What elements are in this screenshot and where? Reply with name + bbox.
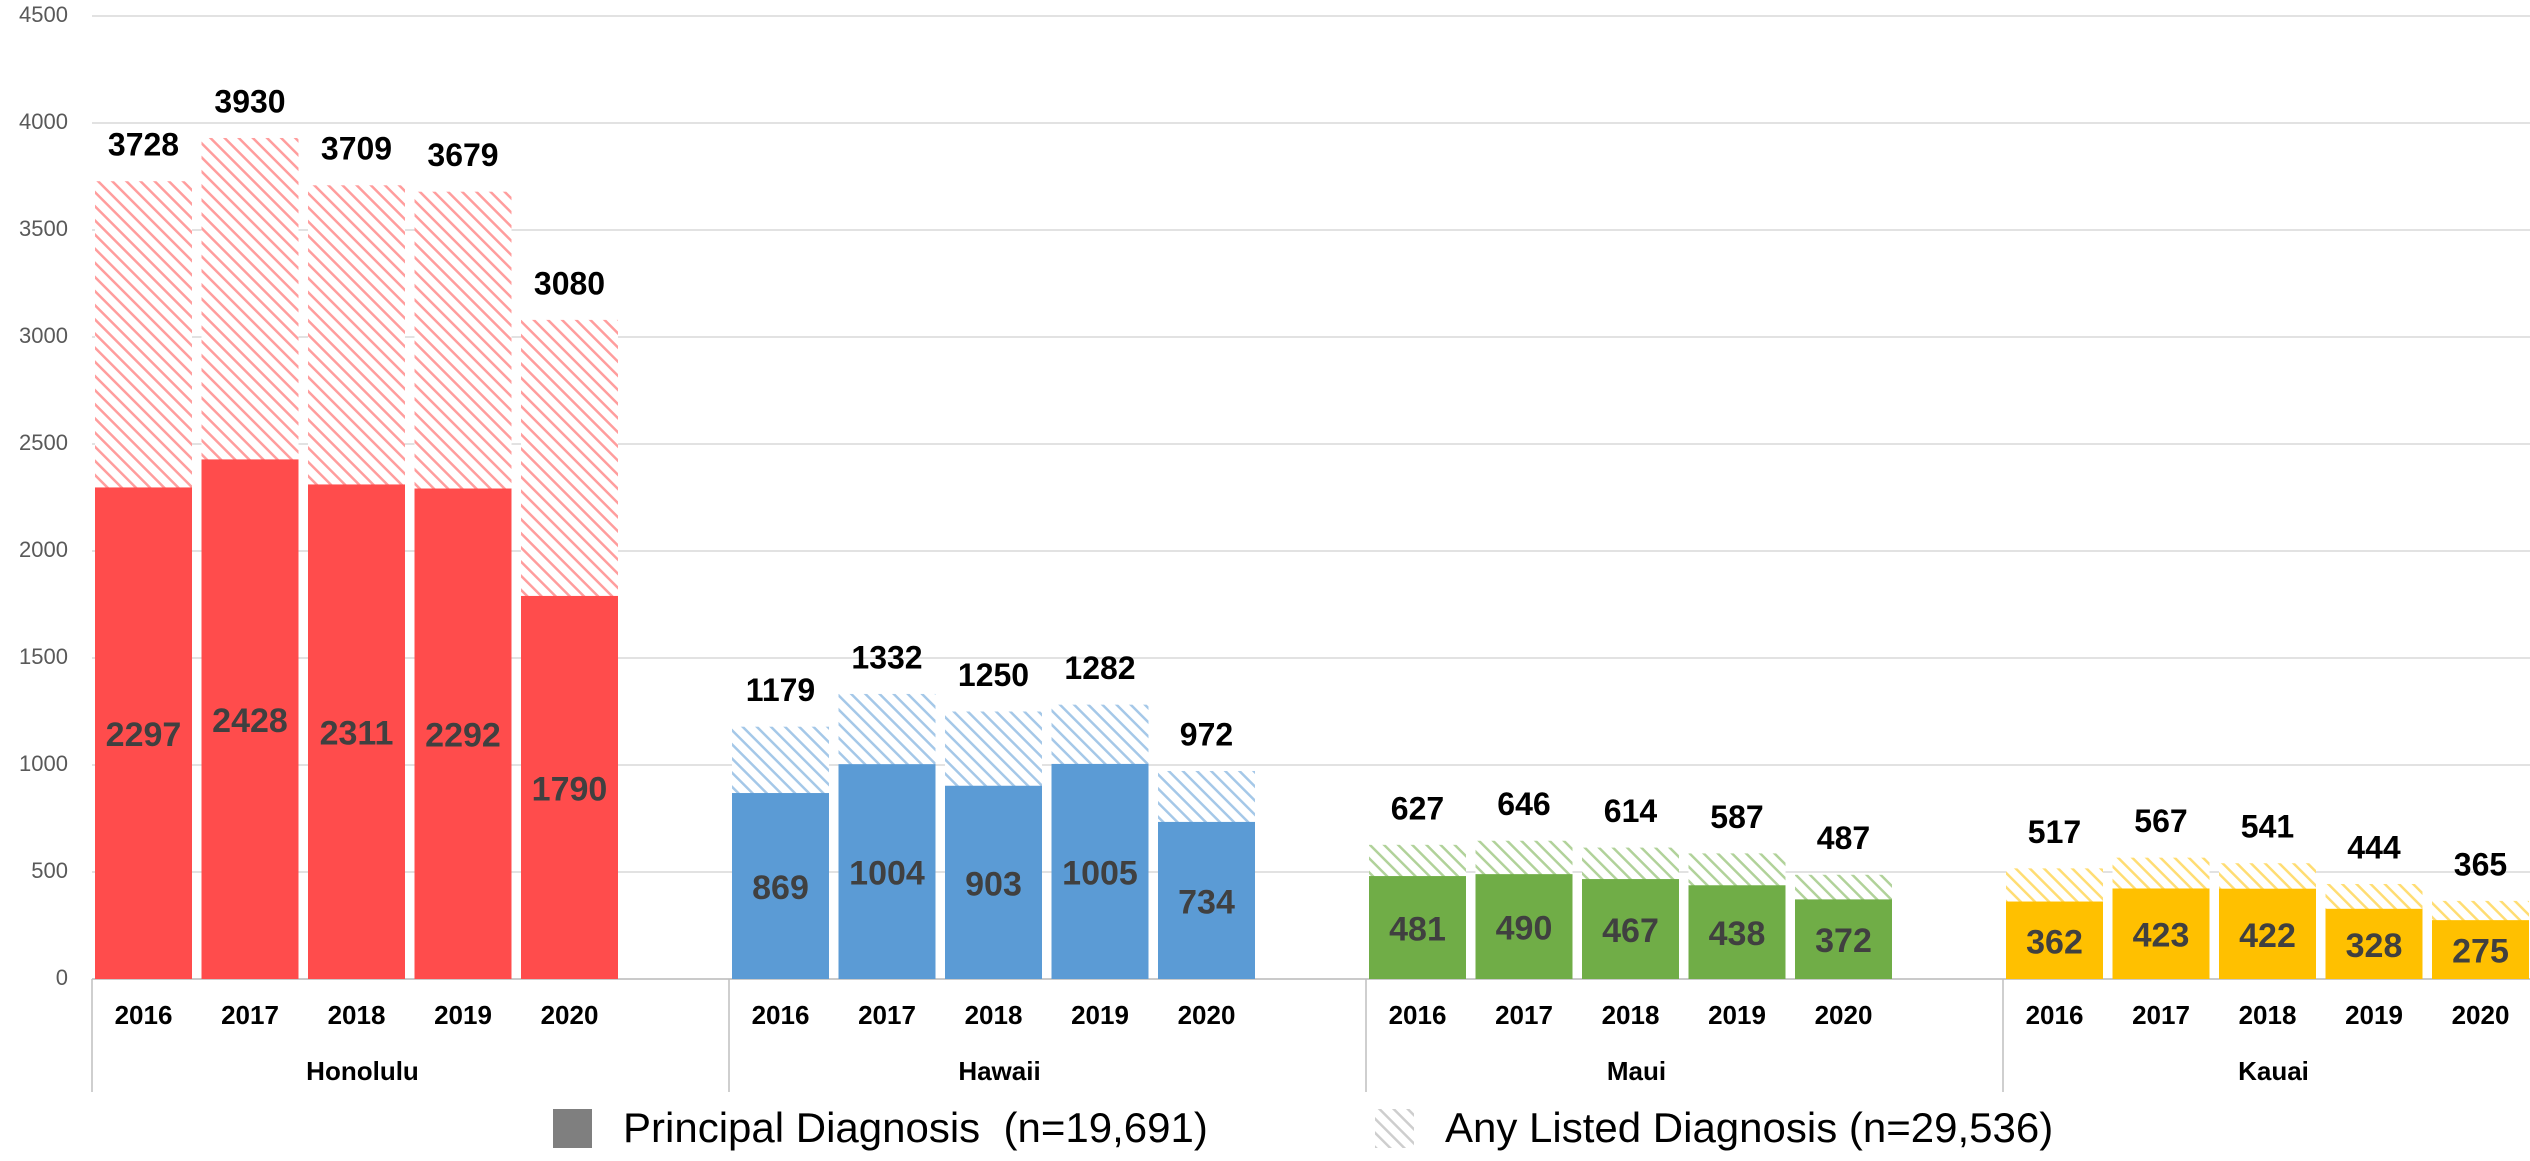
legend-label: Principal Diagnosis (n=19,691)	[623, 1104, 1208, 1151]
principal-label: 423	[2133, 917, 2190, 955]
group-label: Honolulu	[306, 1056, 419, 1086]
total-label: 517	[2028, 814, 2081, 850]
total-label: 587	[1710, 799, 1763, 835]
total-label: 614	[1604, 793, 1658, 829]
y-tick-label: 4000	[19, 109, 68, 134]
total-label: 627	[1391, 790, 1444, 826]
y-tick-label: 1500	[19, 644, 68, 669]
total-label: 646	[1497, 786, 1550, 822]
y-tick-label: 1000	[19, 751, 68, 776]
x-tick-label: 2018	[1602, 1000, 1660, 1030]
x-tick-label: 2020	[541, 1000, 599, 1030]
principal-label: 1005	[1062, 854, 1138, 892]
principal-bar	[308, 484, 405, 979]
x-tick-label: 2020	[1815, 1000, 1873, 1030]
total-label: 1179	[746, 672, 815, 708]
legend-swatch	[553, 1109, 592, 1148]
total-label: 365	[2454, 846, 2507, 882]
total-label: 3080	[534, 265, 605, 301]
y-tick-label: 4500	[19, 2, 68, 27]
x-tick-label: 2019	[1708, 1000, 1766, 1030]
principal-label: 275	[2452, 933, 2509, 971]
group-label: Maui	[1607, 1056, 1666, 1086]
total-label: 1282	[1064, 650, 1135, 686]
total-label: 487	[1817, 820, 1870, 856]
group-label: Hawaii	[958, 1056, 1040, 1086]
principal-bar	[1051, 763, 1149, 979]
x-tick-label: 2019	[2345, 1000, 2403, 1030]
total-label: 3679	[427, 137, 498, 173]
principal-bar	[1369, 876, 1466, 979]
principal-bar	[2006, 901, 2103, 979]
x-tick-label: 2017	[2132, 1000, 2190, 1030]
principal-label: 1790	[532, 770, 608, 808]
principal-bar	[838, 764, 936, 979]
x-tick-label: 2016	[2026, 1000, 2084, 1030]
principal-bar	[95, 487, 192, 979]
principal-bar	[2325, 908, 2423, 979]
principal-label: 734	[1178, 883, 1235, 921]
y-tick-label: 500	[31, 858, 68, 883]
principal-label: 362	[2026, 923, 2083, 961]
principal-label: 2311	[320, 715, 394, 753]
group-label: Kauai	[2238, 1056, 2309, 1086]
total-label: 3728	[108, 127, 179, 163]
principal-label: 422	[2239, 917, 2296, 955]
total-label: 1332	[851, 639, 922, 675]
y-tick-label: 3500	[19, 216, 68, 241]
principal-bar	[1688, 885, 1786, 979]
total-label: 3709	[321, 131, 392, 167]
x-tick-label: 2020	[1178, 1000, 1236, 1030]
principal-bar	[2219, 888, 2316, 979]
total-label: 972	[1180, 716, 1233, 752]
total-label: 1250	[958, 657, 1029, 693]
principal-bar	[414, 488, 512, 979]
principal-bar	[201, 459, 299, 980]
principal-bar	[1158, 821, 1255, 979]
principal-label: 903	[965, 865, 1022, 903]
x-tick-label: 2017	[858, 1000, 916, 1030]
x-tick-label: 2017	[221, 1000, 279, 1030]
legend-swatch	[1375, 1109, 1414, 1148]
x-tick-label: 2018	[2239, 1000, 2297, 1030]
x-tick-label: 2016	[115, 1000, 173, 1030]
principal-label: 328	[2346, 927, 2403, 965]
y-tick-label: 0	[56, 965, 68, 990]
x-tick-label: 2019	[434, 1000, 492, 1030]
principal-label: 2297	[106, 716, 182, 754]
total-label: 541	[2241, 809, 2294, 845]
principal-label: 2428	[212, 702, 288, 740]
principal-label: 481	[1389, 911, 1446, 949]
principal-label: 438	[1709, 915, 1766, 953]
principal-bar	[521, 595, 618, 979]
total-label: 3930	[214, 83, 285, 119]
principal-bar	[1582, 879, 1679, 979]
total-label: 444	[2347, 829, 2401, 865]
x-tick-label: 2017	[1495, 1000, 1553, 1030]
principal-label: 467	[1602, 912, 1659, 950]
x-tick-label: 2018	[328, 1000, 386, 1030]
x-tick-label: 2016	[1389, 1000, 1447, 1030]
principal-bar	[732, 793, 829, 979]
principal-label: 2292	[425, 717, 501, 755]
principal-bar	[1795, 899, 1892, 979]
y-tick-label: 3000	[19, 323, 68, 348]
principal-label: 869	[752, 869, 809, 907]
principal-label: 490	[1496, 910, 1553, 948]
y-tick-label: 2000	[19, 537, 68, 562]
principal-label: 372	[1815, 922, 1872, 960]
principal-bar	[1475, 874, 1573, 979]
principal-bar	[2432, 920, 2529, 979]
principal-bar	[2112, 888, 2210, 979]
x-tick-label: 2018	[965, 1000, 1023, 1030]
x-tick-label: 2020	[2452, 1000, 2510, 1030]
y-tick-label: 2500	[19, 430, 68, 455]
principal-bar	[945, 785, 1042, 979]
x-tick-label: 2019	[1071, 1000, 1129, 1030]
total-label: 567	[2134, 803, 2187, 839]
legend-label: Any Listed Diagnosis (n=29,536)	[1445, 1104, 2053, 1151]
principal-label: 1004	[849, 855, 925, 893]
x-tick-label: 2016	[752, 1000, 810, 1030]
